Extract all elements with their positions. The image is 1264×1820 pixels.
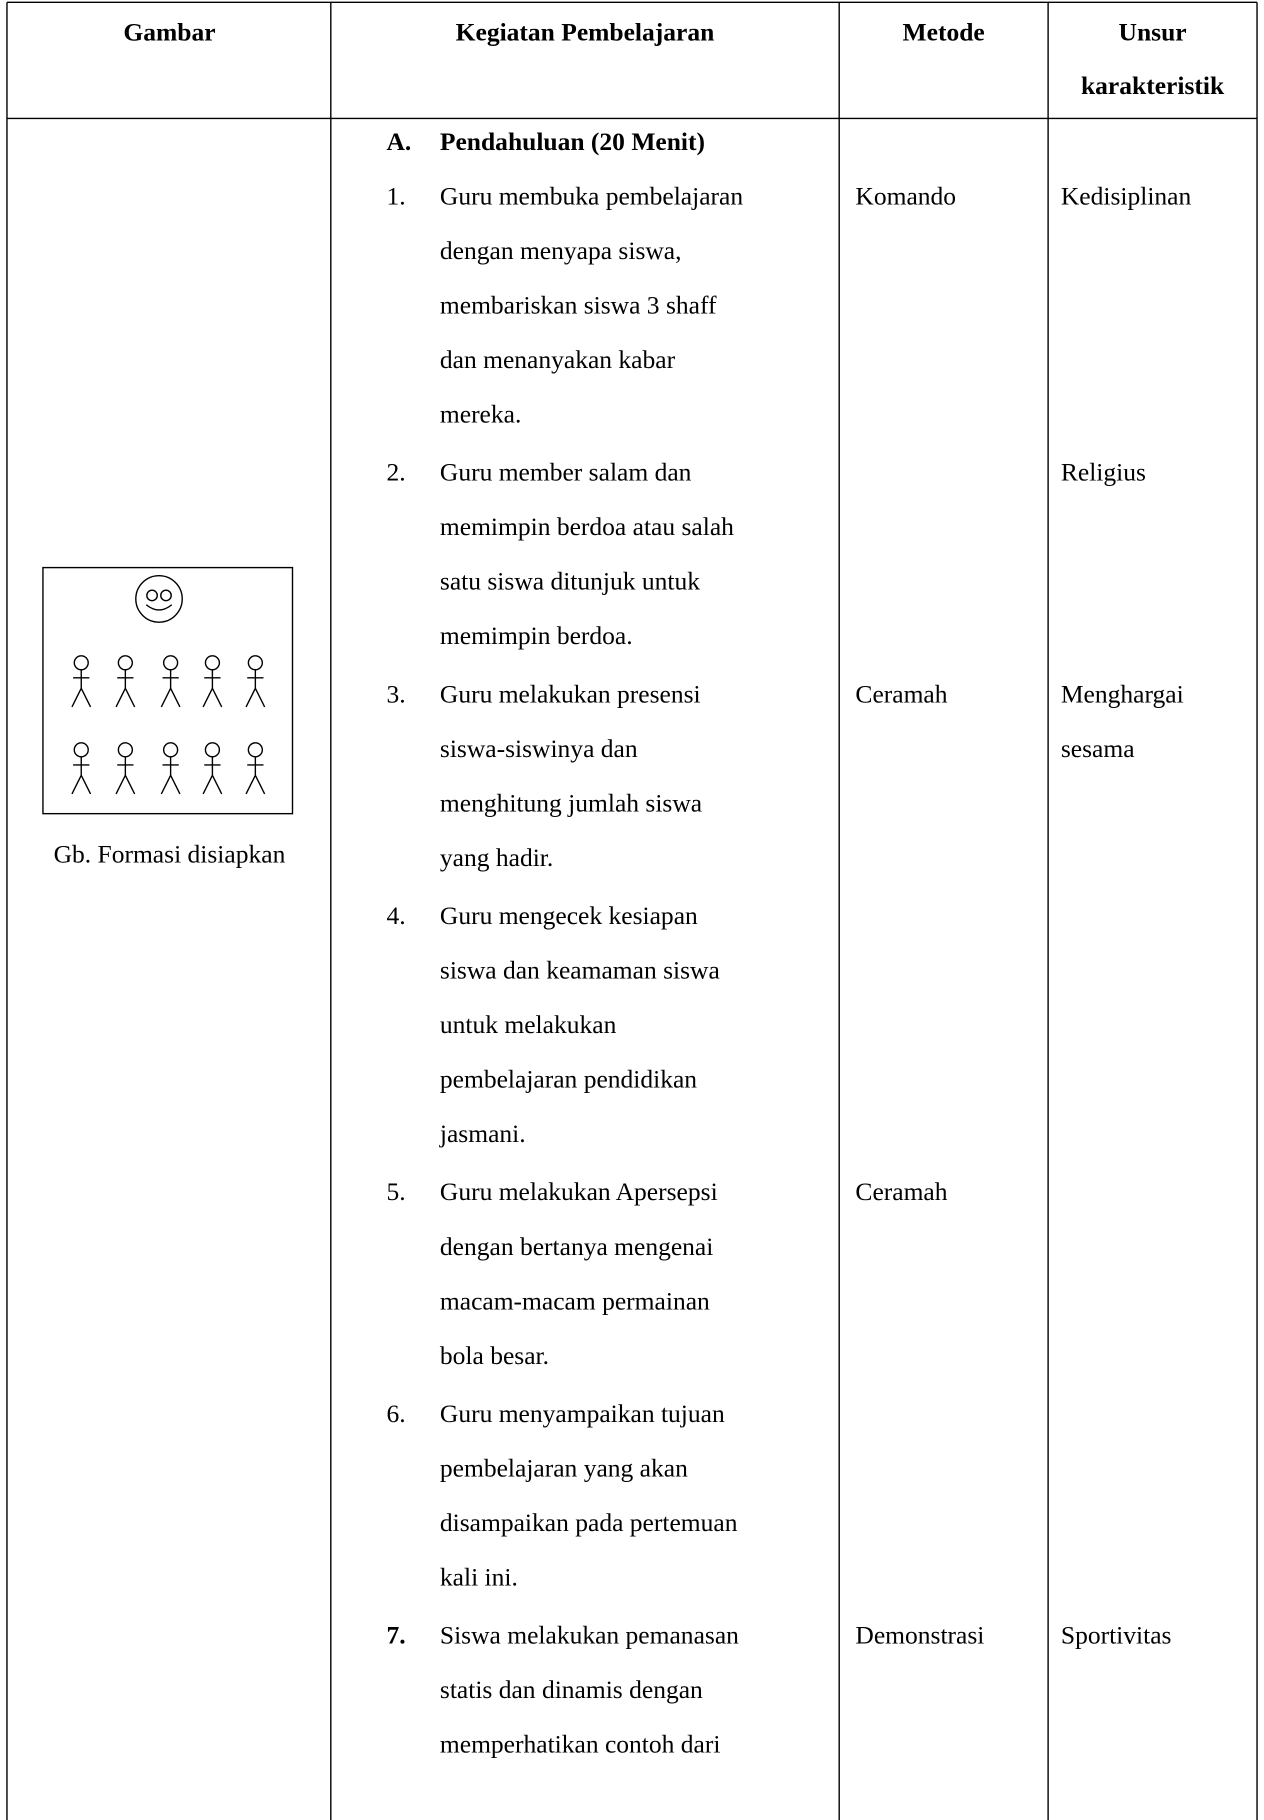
unsur: Religius xyxy=(1061,458,1146,487)
item-text: memperhatikan contoh dari xyxy=(440,1730,721,1759)
formation-figure xyxy=(42,566,294,815)
header-cell: Metode xyxy=(903,18,985,47)
stick-body xyxy=(115,756,136,795)
metode: Komando xyxy=(855,181,956,210)
stick-head xyxy=(247,742,264,758)
item-text: disampaikan pada pertemuan xyxy=(440,1508,738,1537)
stick-body xyxy=(71,756,92,795)
item-text: macam-macam permainan xyxy=(440,1286,710,1315)
section-title: Pendahuluan (20 Menit) xyxy=(440,127,705,156)
unsur: sesama xyxy=(1061,734,1135,763)
item-text: Guru member salam dan xyxy=(440,458,692,487)
stick-head xyxy=(204,742,221,758)
stick-head xyxy=(117,655,134,671)
section-label: A. xyxy=(387,127,412,156)
item-text: Guru melakukan Apersepsi xyxy=(440,1177,718,1206)
item-text: siswa dan keamaman siswa xyxy=(440,956,720,985)
stick-body xyxy=(115,669,136,708)
item-text: mereka. xyxy=(440,400,521,429)
item-text: yang hadir. xyxy=(440,843,553,872)
item-text: menghitung jumlah siswa xyxy=(440,788,702,817)
stick-body xyxy=(245,669,266,708)
header-cell: Kegiatan Pembelajaran xyxy=(456,18,715,47)
header-cell: Unsur xyxy=(1119,18,1187,47)
stick-body xyxy=(71,669,92,708)
header-cell: karakteristik xyxy=(1081,71,1225,100)
stick-head xyxy=(204,655,221,671)
item-number: 4. xyxy=(387,901,406,930)
stick-head xyxy=(162,742,179,758)
stick-body xyxy=(202,756,223,795)
table-grid xyxy=(6,1,1258,1820)
metode: Ceramah xyxy=(855,1177,947,1206)
metode: Demonstrasi xyxy=(855,1621,984,1650)
unsur: Menghargai xyxy=(1061,679,1184,708)
stick-head xyxy=(247,655,264,671)
stick-body xyxy=(160,669,181,708)
item-text: Guru melakukan presensi xyxy=(440,679,701,708)
item-text: kali ini. xyxy=(440,1563,518,1592)
stick-head xyxy=(73,655,89,671)
stick-head xyxy=(73,742,89,758)
item-text: dengan bertanya mengenai xyxy=(440,1232,713,1261)
item-text: pembelajaran pendidikan xyxy=(440,1065,697,1094)
item-text: memimpin berdoa atau salah xyxy=(440,512,734,541)
item-text: memimpin berdoa. xyxy=(440,621,633,650)
item-number: 2. xyxy=(387,458,406,487)
item-text: untuk melakukan xyxy=(440,1010,617,1039)
header-cell: Gambar xyxy=(123,18,215,47)
item-text: membariskan siswa 3 shaff xyxy=(440,290,717,319)
item-number: 5. xyxy=(387,1177,406,1206)
item-text: bola besar. xyxy=(440,1341,549,1370)
figure-caption: Gb. Formasi disiapkan xyxy=(54,839,286,868)
item-text: Siswa melakukan pemanasan xyxy=(440,1621,739,1650)
item-text: dengan menyapa siswa, xyxy=(440,236,682,265)
item-text: statis dan dinamis dengan xyxy=(440,1675,703,1704)
item-number: 7. xyxy=(387,1621,406,1650)
item-text: Guru menyampaikan tujuan xyxy=(440,1399,725,1428)
item-text: Guru mengecek kesiapan xyxy=(440,901,698,930)
item-text: pembelajaran yang akan xyxy=(440,1453,688,1482)
stick-body xyxy=(245,756,266,795)
stick-body xyxy=(160,756,181,795)
stick-head xyxy=(117,742,134,758)
item-text: dan menanyakan kabar xyxy=(440,345,676,374)
unsur: Kedisiplinan xyxy=(1061,181,1192,210)
item-text: satu siswa ditunjuk untuk xyxy=(440,567,700,596)
unsur: Sportivitas xyxy=(1061,1621,1172,1650)
metode: Ceramah xyxy=(855,679,947,708)
item-text: siswa-siswinya dan xyxy=(440,734,638,763)
item-text: jasmani. xyxy=(439,1119,526,1148)
stick-body xyxy=(202,669,223,708)
item-number: 3. xyxy=(387,679,406,708)
item-text: Guru membuka pembelajaran xyxy=(440,181,743,210)
stick-head xyxy=(162,655,179,671)
item-number: 6. xyxy=(387,1399,406,1428)
item-number: 1. xyxy=(387,181,406,210)
